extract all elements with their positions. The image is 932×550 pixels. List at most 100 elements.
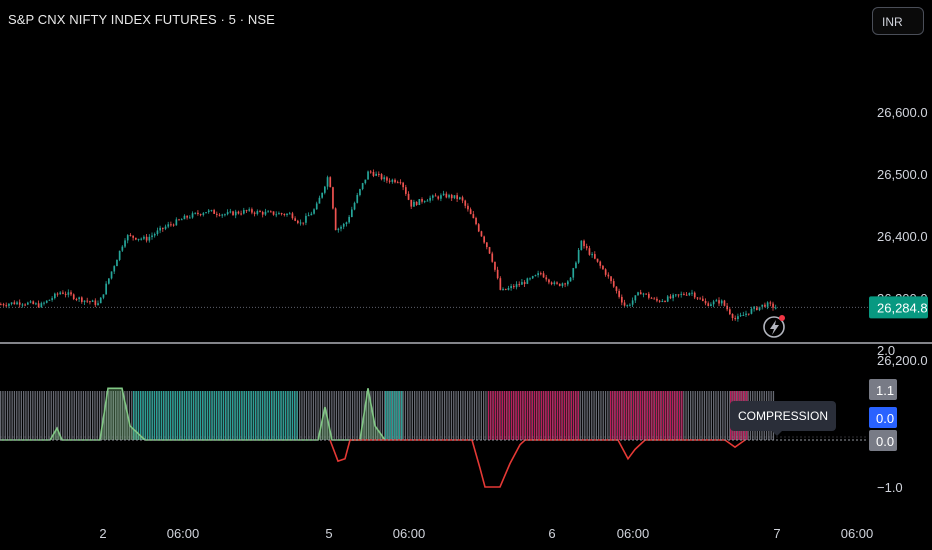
candle [305,213,307,226]
candle-body [688,293,691,296]
zone-stripe [128,391,131,440]
candle-body [89,301,91,303]
candle-body [648,293,650,298]
candle-body [696,297,699,299]
candle-body [59,292,62,295]
zone-stripe [478,391,480,440]
candle-body [210,210,213,212]
zone-stripe [462,391,464,440]
candle-body [588,248,591,255]
zone-stripe [414,391,416,440]
candle-body [135,237,137,240]
candle-body [572,268,575,278]
candle [683,292,685,296]
candle-body [418,199,421,205]
candle-body [426,200,429,202]
zone-stripe [460,391,462,440]
candle [461,195,464,204]
zone-stripe [384,391,386,440]
candle [621,294,623,306]
zone-stripe [335,391,338,440]
candle [345,221,348,227]
candle [310,211,313,216]
candle [499,276,502,291]
zone-stripe [317,391,319,440]
last-price-label: 26,284.8 [877,300,928,315]
candle [51,296,53,302]
candle-body [734,318,737,320]
indicator-badge-label: 1.1 [876,383,894,398]
candle-body [156,230,159,234]
candle-body [270,211,272,213]
zone-stripe [75,391,78,440]
candle [229,208,232,214]
candle [764,302,766,308]
candle-body [313,209,315,214]
candle [369,170,372,174]
candle [666,295,669,303]
zone-stripe [522,391,524,440]
candle-body [510,286,512,288]
candle [234,209,237,219]
candle-body [477,224,480,232]
zone-stripe [386,391,388,440]
zone-stripe [291,391,293,440]
zone-stripe [517,391,520,440]
candle-body [0,304,2,306]
candle-body [747,313,750,315]
candle-body [731,314,734,318]
candle [648,291,650,300]
indicator-lines [0,387,746,488]
zone-stripe [591,391,593,440]
zone-stripe [146,391,149,440]
candle [488,246,491,254]
zone-stripe [342,391,344,440]
candle [653,297,656,300]
candle [132,235,134,241]
candle [105,281,107,295]
candle [167,221,170,229]
zone-stripe [579,391,581,440]
candle [467,203,469,212]
zone-stripe [315,391,317,440]
candle [567,280,569,287]
candle [553,280,556,286]
candle [710,302,712,307]
candle [510,283,512,291]
candle [502,287,504,291]
candle [715,298,718,302]
zone-stripe [29,391,32,440]
zone-stripe [595,391,597,440]
zone-stripe [488,391,490,440]
candle-body [259,211,261,213]
zone-stripe [630,391,632,440]
zone-stripe [699,391,701,440]
candle-body [610,276,612,282]
currency-button[interactable]: INR [872,7,924,35]
zone-stripe [131,391,133,440]
candle [97,300,99,306]
indicator-tick-label: 2.0 [877,343,895,358]
candle-body [199,214,202,216]
candle [407,191,410,201]
candle [8,303,10,309]
candle [361,182,364,191]
candle-body [739,315,742,317]
candle-body [256,211,259,214]
candle-body [35,303,37,305]
candle-body [529,278,531,280]
zone-stripe [264,391,266,440]
zone-stripe [238,391,241,440]
zone-stripe [18,391,20,440]
candle-body [656,298,658,301]
candle-body [280,213,283,215]
candle [207,209,210,214]
zone-stripe [715,391,717,440]
candle [81,296,83,304]
zone-stripe [701,391,703,440]
zone-stripe [506,391,508,440]
zone-stripe [299,391,301,440]
zone-stripe [46,391,48,440]
zone-stripe [672,391,674,440]
